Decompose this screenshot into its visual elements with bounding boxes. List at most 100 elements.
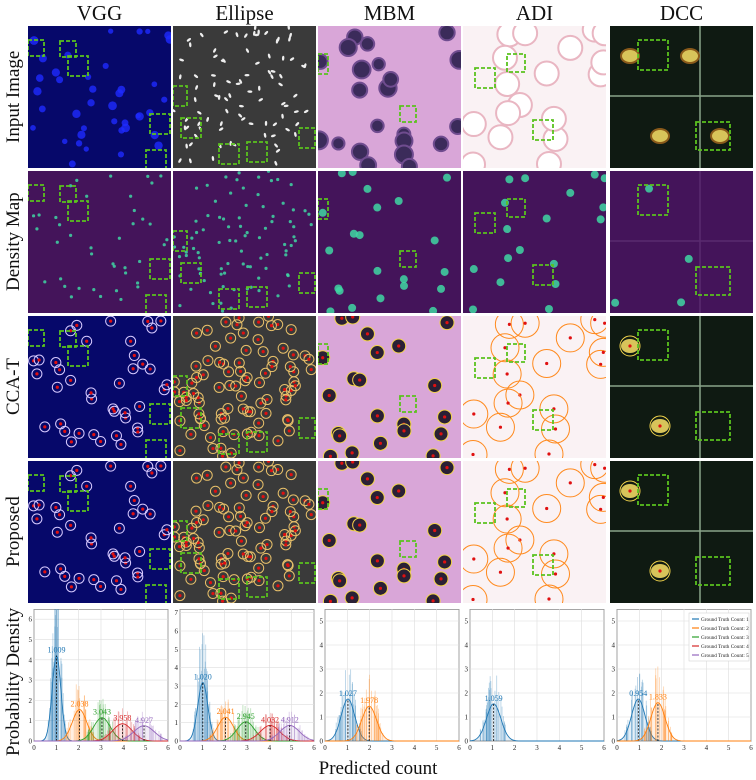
x-tick-label: 6: [602, 744, 606, 752]
x-tick-label: 3: [682, 744, 686, 752]
x-tick-label: 1: [346, 744, 350, 752]
highlight-box: [246, 141, 268, 163]
cell-vgg-density: [28, 171, 171, 313]
y-tick-label: 4: [612, 642, 616, 650]
highlight-box: [67, 200, 89, 222]
legend-entry: Ground Truth Count: 4: [701, 644, 749, 650]
column-title-adi: ADI: [515, 1, 554, 25]
highlight-box: [180, 407, 202, 429]
x-tick-label: 1: [491, 744, 495, 752]
highlight-box: [298, 562, 316, 584]
highlight-box: [218, 143, 240, 165]
highlight-box: [399, 395, 417, 413]
highlight-box: [149, 548, 171, 570]
density-curve: [34, 725, 169, 742]
row-title-cca-t: CCA-T: [3, 358, 24, 416]
highlight-box: [474, 357, 496, 379]
y-tick-label: 3: [29, 677, 33, 685]
x-tick-label: 0: [615, 744, 619, 752]
mean-label: 1.059: [485, 694, 503, 703]
cell-ellipse-proposed: [173, 461, 316, 603]
mean-label: 4.032: [261, 715, 279, 724]
y-tick-label: 3: [465, 666, 469, 674]
mean-label: 4.927: [135, 716, 153, 725]
highlight-box: [246, 286, 268, 308]
x-tick-label: 5: [435, 744, 439, 752]
x-tick-label: 4: [558, 744, 562, 752]
y-tick-label: 1: [612, 714, 616, 722]
y-tick-label: 2: [320, 690, 324, 698]
y-tick-label: 7: [175, 609, 179, 617]
x-tick-label: 4: [122, 744, 126, 752]
y-tick-label: 2: [29, 697, 33, 705]
y-tick-label: 1: [29, 717, 33, 725]
y-tick-label: 5: [175, 646, 179, 654]
x-tick-label: 3: [390, 744, 394, 752]
mean-label: 1.020: [194, 672, 212, 681]
y-tick-label: 0: [612, 738, 616, 746]
x-tick-label: 6: [749, 744, 753, 752]
cell-mbm-density: [318, 171, 461, 313]
highlight-box: [145, 149, 167, 168]
x-tick-label: 0: [323, 744, 327, 752]
chart-dcc: 0 1 2 3 4 5 6 0 1 2 3 4 5 0.954 1.833 Ground Truth Coun…: [612, 609, 753, 752]
highlight-box: [180, 262, 202, 284]
highlight-box: [218, 288, 240, 310]
x-tick-label: 4: [413, 744, 417, 752]
y-tick-label: 3: [175, 683, 179, 691]
highlight-box: [149, 258, 171, 280]
mean-label: 1.978: [360, 696, 378, 705]
mean-label: 3.043: [93, 708, 111, 717]
x-tick-label: 0: [178, 744, 182, 752]
x-tick-label: 0: [32, 744, 36, 752]
highlight-box: [695, 556, 731, 586]
highlight-box: [28, 39, 45, 57]
density-curve: [180, 724, 315, 742]
cell-mbm-input: [318, 26, 461, 168]
highlight-box: [637, 39, 669, 71]
x-tick-label: 0: [468, 744, 472, 752]
highlight-box: [532, 554, 554, 576]
mean-label: 2.038: [71, 700, 89, 709]
cell-ellipse-cca-t: [173, 316, 316, 458]
highlight-box: [180, 552, 202, 574]
cell-ellipse-density: [173, 171, 316, 313]
row-title-density-map: Density Map: [3, 192, 24, 292]
legend-entry: Ground Truth Count: 5: [701, 653, 749, 659]
x-tick-label: 2: [513, 744, 517, 752]
cell-adi-proposed: [463, 461, 606, 603]
highlight-box: [173, 85, 188, 107]
highlight-box: [28, 184, 45, 202]
highlight-box: [637, 474, 669, 506]
x-tick-label: 3: [535, 744, 539, 752]
cell-dcc-cca-t: [610, 316, 753, 458]
x-tick-label: 2: [77, 744, 81, 752]
cell-adi-input: [463, 26, 606, 168]
x-tick-label: 2: [660, 744, 664, 752]
x-tick-label: 5: [727, 744, 731, 752]
y-tick-label: 4: [465, 642, 469, 650]
legend-entry: Ground Truth Count: 3: [701, 635, 749, 641]
cell-adi-density: [463, 171, 606, 313]
y-tick-label: 6: [29, 616, 33, 624]
mean-label: 3.958: [113, 714, 131, 723]
mean-label: 0.954: [629, 689, 647, 698]
highlight-box: [695, 121, 731, 151]
highlight-box: [399, 540, 417, 558]
highlight-box: [67, 345, 89, 367]
mean-label: 2.041: [217, 707, 235, 716]
y-tick-label: 5: [612, 618, 616, 626]
x-tick-label: 2: [368, 744, 372, 752]
x-tick-label: 4: [705, 744, 709, 752]
highlight-box: [28, 329, 45, 347]
x-tick-label: 1: [55, 744, 59, 752]
highlight-box: [149, 113, 171, 135]
highlight-box: [637, 184, 669, 216]
highlight-box: [474, 212, 496, 234]
y-tick-label: 6: [175, 628, 179, 636]
column-title-vgg: VGG: [76, 1, 123, 25]
x-tick-label: 5: [580, 744, 584, 752]
chart-adi: 0 1 2 3 4 5 6 0 1 2 3 4 5 1.059: [465, 609, 606, 752]
